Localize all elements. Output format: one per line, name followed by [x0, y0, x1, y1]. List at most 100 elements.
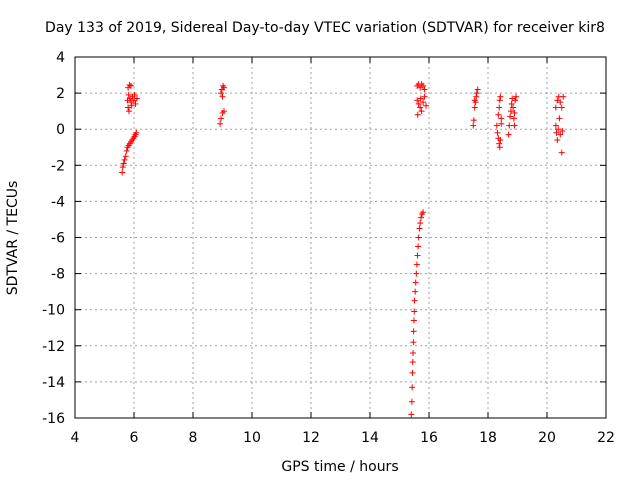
y-tick-label: -8: [51, 267, 65, 283]
x-tick-label: 4: [71, 430, 80, 446]
chart-title: Day 133 of 2019, Sidereal Day-to-day VTE…: [45, 20, 605, 36]
y-tick-label: -14: [42, 375, 65, 391]
data-point: [421, 86, 428, 93]
y-tick-label: -10: [42, 303, 65, 319]
data-point: [420, 82, 427, 89]
y-tick-label: 2: [56, 86, 65, 102]
data-point: [132, 100, 139, 107]
data-point: [415, 243, 422, 250]
data-point: [471, 97, 478, 104]
data-point: [552, 104, 559, 111]
x-tick-label: 14: [361, 430, 379, 446]
x-tick-label: 6: [130, 430, 139, 446]
x-axis-label: GPS time / hours: [281, 459, 398, 475]
data-point: [220, 108, 227, 115]
data-point: [122, 153, 129, 160]
data-point: [410, 328, 417, 335]
data-point: [409, 384, 416, 391]
data-point: [557, 131, 564, 138]
data-point: [121, 156, 128, 163]
data-point: [128, 82, 135, 89]
data-point: [473, 90, 480, 97]
data-point: [126, 81, 133, 88]
data-point: [497, 93, 504, 100]
data-point: [471, 104, 478, 111]
data-point: [119, 169, 126, 176]
data-point: [124, 97, 131, 104]
y-tick-label: -4: [51, 194, 65, 210]
data-point: [558, 104, 565, 111]
data-point: [217, 120, 224, 127]
data-point: [556, 115, 563, 122]
data-point: [125, 104, 132, 111]
data-point: [495, 111, 502, 118]
data-point: [498, 120, 505, 127]
x-tick-label: 12: [302, 430, 320, 446]
data-point: [414, 97, 421, 104]
data-point: [133, 95, 140, 102]
data-point: [417, 95, 424, 102]
data-point: [470, 117, 477, 124]
data-point: [496, 144, 503, 151]
y-tick-label: -16: [42, 411, 65, 427]
data-point: [411, 297, 418, 304]
data-point: [421, 93, 428, 100]
x-tick-label: 22: [597, 430, 615, 446]
data-point: [473, 93, 480, 100]
data-point: [557, 99, 564, 106]
data-point: [412, 288, 419, 295]
data-point: [131, 91, 138, 98]
data-point: [220, 84, 227, 91]
data-point: [510, 115, 517, 122]
data-point: [470, 122, 477, 129]
data-point: [414, 252, 421, 259]
data-point: [513, 93, 520, 100]
data-point: [496, 97, 503, 104]
x-tick-label: 10: [243, 430, 261, 446]
data-point: [418, 108, 425, 115]
data-point: [415, 100, 422, 107]
data-point: [409, 359, 416, 366]
data-point: [510, 104, 517, 111]
data-point: [496, 140, 503, 147]
data-points: [119, 81, 567, 418]
data-point: [558, 149, 565, 156]
data-point: [505, 131, 512, 138]
data-point: [408, 411, 415, 418]
data-point: [496, 104, 503, 111]
data-point: [423, 102, 430, 109]
grid: [75, 57, 606, 418]
y-axis-label: SDTVAR / TECUs: [5, 181, 21, 296]
data-point: [119, 164, 126, 171]
data-point: [552, 122, 559, 129]
data-point: [219, 93, 226, 100]
data-point: [497, 137, 504, 144]
data-point: [410, 339, 417, 346]
y-tick-label: 4: [56, 50, 65, 66]
data-point: [511, 109, 518, 116]
data-point: [474, 86, 481, 93]
data-point: [123, 147, 130, 154]
data-point: [120, 160, 127, 167]
y-tick-label: -2: [51, 158, 65, 174]
data-point: [125, 91, 132, 98]
x-tick-label: 16: [420, 430, 438, 446]
y-tick-label: 0: [56, 122, 65, 138]
data-point: [410, 317, 417, 324]
data-point: [413, 261, 420, 268]
x-tick-label: 18: [479, 430, 497, 446]
data-point: [412, 279, 419, 286]
data-point: [553, 129, 560, 136]
data-point: [413, 270, 420, 277]
data-point: [554, 137, 561, 144]
data-point: [420, 99, 427, 106]
data-point: [410, 350, 417, 357]
data-point: [555, 126, 562, 133]
data-point: [218, 115, 225, 122]
data-point: [511, 122, 518, 129]
data-point: [507, 113, 514, 120]
data-point: [559, 128, 566, 135]
y-tick-label: -12: [42, 339, 65, 355]
axis-ticks: 4 6 8 10 12 14 16 18 20 22 -16 -14 -12 -10 -8 -6 -4 -2 0 2 4: [42, 50, 615, 446]
